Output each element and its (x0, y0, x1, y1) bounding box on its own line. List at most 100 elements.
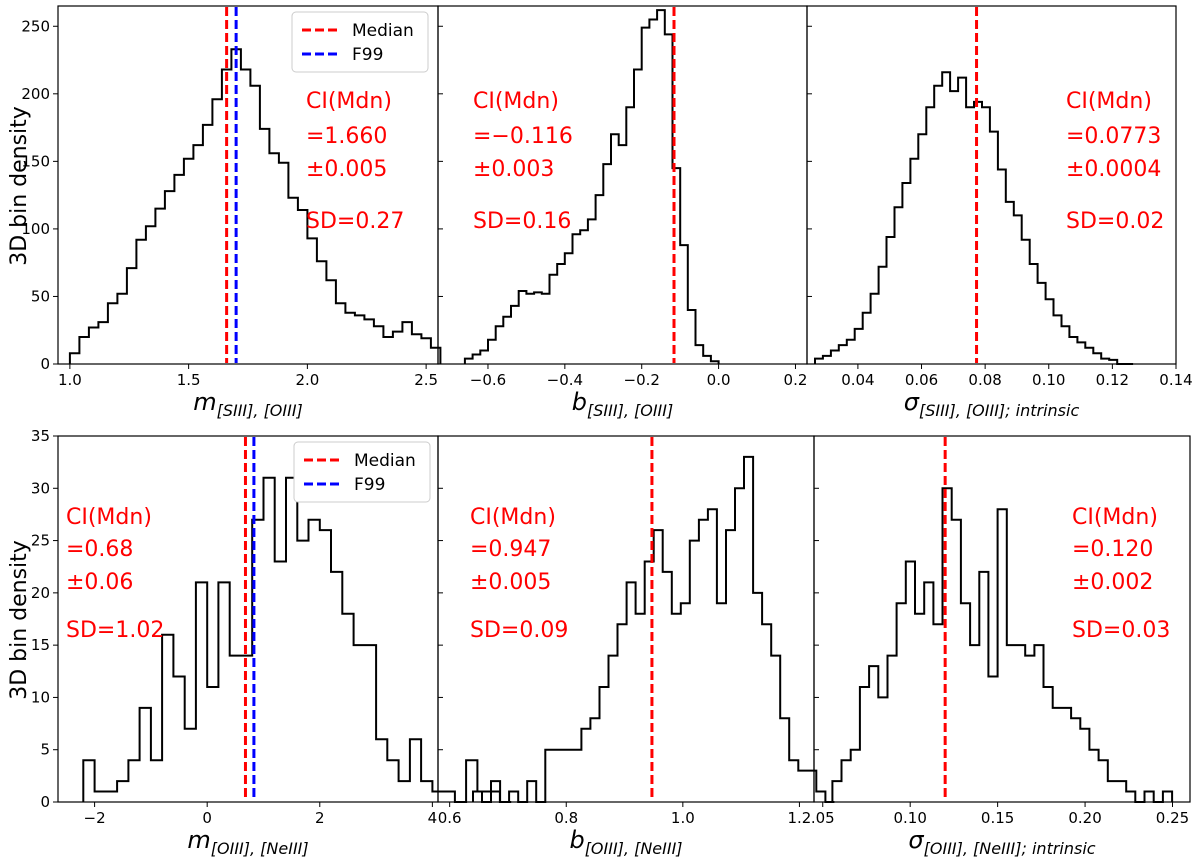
stats-line-3: ±0.005 (470, 570, 551, 595)
panel-6: .05 0.10 0.15 0.20 0.25 σ[OIII], [NeIII]; int… (811, 435, 1191, 858)
x-tick-label: 1.2 (787, 809, 811, 827)
x-tick-label: 2.0 (295, 371, 319, 389)
x-axis-label: m[SIII], [OIII] (193, 388, 303, 420)
stats-line-3: ±0.005 (306, 157, 387, 182)
stats-line-3: ±0.06 (66, 570, 133, 595)
histogram-outline (472, 455, 835, 803)
x-tick-label: 2.5 (414, 371, 438, 389)
legend-label: F99 (352, 45, 383, 65)
x-tick-label: 0.12 (1096, 371, 1129, 389)
y-tick-label: 150 (21, 152, 50, 170)
y-tick-label: 25 (31, 532, 50, 550)
histogram-outline (82, 476, 512, 803)
y-tick-label: 250 (21, 17, 50, 35)
x-axis-label: σ[SIII], [OIII]; intrinsic (904, 388, 1080, 420)
legend-label: F99 (354, 475, 385, 495)
histogram-outline (831, 487, 1174, 803)
x-axis-label: m[OIII], [NeIII] (187, 826, 308, 858)
panel-4: −2 0 2 4 0 5 10 15 20 25 30 35 m[OIII], [NeIII] CI(Md… (31, 427, 512, 858)
x-tick-label: 0.8 (554, 809, 578, 827)
y-tick-label: 50 (31, 287, 50, 305)
axes-frame (813, 435, 1191, 803)
axes-frame (806, 5, 1177, 365)
y-tick-label: 30 (31, 479, 50, 497)
x-tick-label: 0.06 (905, 371, 938, 389)
x-tick-label: 0.20 (1068, 809, 1101, 827)
stats-line-1: CI(Mdn) (473, 89, 559, 114)
x-tick-label: 0.25 (1156, 809, 1189, 827)
x-axis-label-subscript: [SIII], [OIII]; intrinsic (919, 401, 1079, 420)
y-tick-label: 0 (40, 355, 50, 373)
x-tick-label: 4 (428, 809, 438, 827)
x-tick-label: 0.10 (1032, 371, 1065, 389)
x-tick-label: 1.5 (177, 371, 201, 389)
x-tick-label: 0.08 (968, 371, 1001, 389)
histogram-outline (814, 71, 1134, 365)
stats-line-2: =1.660 (306, 124, 387, 149)
x-tick-label: 0.14 (1159, 371, 1192, 389)
y-tick-label: 5 (40, 741, 50, 759)
stats-line-4: SD=0.09 (470, 618, 568, 643)
stats-line-4: SD=0.27 (306, 209, 404, 234)
y-tick-label: 100 (21, 220, 50, 238)
y-tick-label: 15 (31, 636, 50, 654)
x-tick-label: 2 (315, 809, 325, 827)
x-axis-label: b[OIII], [NeIII] (569, 826, 682, 858)
x-tick-label: −2 (84, 809, 106, 827)
stats-line-1: CI(Mdn) (1072, 505, 1158, 530)
legend-label: Median (352, 21, 414, 41)
y-tick-label: 20 (31, 584, 50, 602)
x-tick-label: 0.0 (707, 371, 731, 389)
stats-line-4: SD=1.02 (66, 618, 164, 643)
panel-5: 0.6 0.8 1.0 1.2 b[OIII], [NeIII] CI(Mdn) =0.94… (437, 435, 835, 858)
stats-line-2: =0.947 (470, 537, 551, 562)
legend: Median F99 (293, 441, 431, 503)
x-axis-label: b[SIII], [OIII] (572, 388, 673, 420)
stats-line-2: =0.120 (1072, 537, 1153, 562)
stats-line-3: ±0.0004 (1066, 157, 1161, 182)
y-tick-label: 35 (31, 427, 50, 445)
x-tick-label: .05 (811, 809, 835, 827)
histogram-outline (68, 48, 442, 364)
stats-line-1: CI(Mdn) (470, 505, 556, 530)
x-axis-label: σ[OIII], [NeIII]; intrinsic (908, 826, 1095, 858)
ylabel-bottom-row: 3D bin density (7, 540, 32, 700)
panel-3: 0.04 0.06 0.08 0.10 0.12 0.14 σ[SIII], [OIII];… (806, 5, 1193, 420)
ylabel-top-row: 3D bin density (7, 106, 32, 266)
stats-line-2: =0.68 (66, 537, 133, 562)
x-tick-label: 1.0 (671, 809, 695, 827)
stats-line-1: CI(Mdn) (66, 505, 152, 530)
x-axis-label-subscript: [OIII], [NeIII] (585, 839, 683, 858)
x-axis-label-subscript: [OIII], [NeIII] (211, 839, 309, 858)
x-tick-label: 1.0 (58, 371, 82, 389)
legend-label: Median (354, 451, 416, 471)
stats-line-4: SD=0.03 (1072, 618, 1170, 643)
x-axis-label-subscript: [SIII], [OIII] (217, 401, 303, 420)
x-tick-label: 0.2 (784, 371, 808, 389)
x-tick-label: −0.4 (547, 371, 583, 389)
stats-line-3: ±0.003 (473, 157, 554, 182)
stats-line-4: SD=0.02 (1066, 209, 1164, 234)
legend-box (293, 441, 431, 503)
x-tick-label: 0.6 (438, 809, 462, 827)
y-tick-label: 10 (31, 688, 50, 706)
stats-line-3: ±0.002 (1072, 570, 1153, 595)
legend-box (291, 11, 429, 73)
x-tick-label: 0.10 (893, 809, 926, 827)
y-tick-label: 0 (40, 793, 50, 811)
histogram-outline (463, 9, 720, 364)
panel-1: 1.0 1.5 2.0 2.5 0 50 100 150 200 250 m[SIII], [OII… (21, 5, 442, 420)
x-tick-label: −0.2 (624, 371, 660, 389)
stats-line-1: CI(Mdn) (1066, 89, 1152, 114)
x-tick-label: 0.04 (841, 371, 874, 389)
x-axis-label-subscript: [SIII], [OIII] (587, 401, 673, 420)
x-tick-label: 0 (202, 809, 212, 827)
axes-frame (437, 5, 808, 365)
x-tick-label: −0.6 (470, 371, 506, 389)
x-tick-label: 0.15 (981, 809, 1014, 827)
stats-line-2: =−0.116 (473, 124, 573, 149)
y-tick-label: 200 (21, 85, 50, 103)
panel-2: −0.6 −0.4 −0.2 0.0 0.2 b[SIII], [OIII] CI(Mdn)… (437, 5, 808, 420)
